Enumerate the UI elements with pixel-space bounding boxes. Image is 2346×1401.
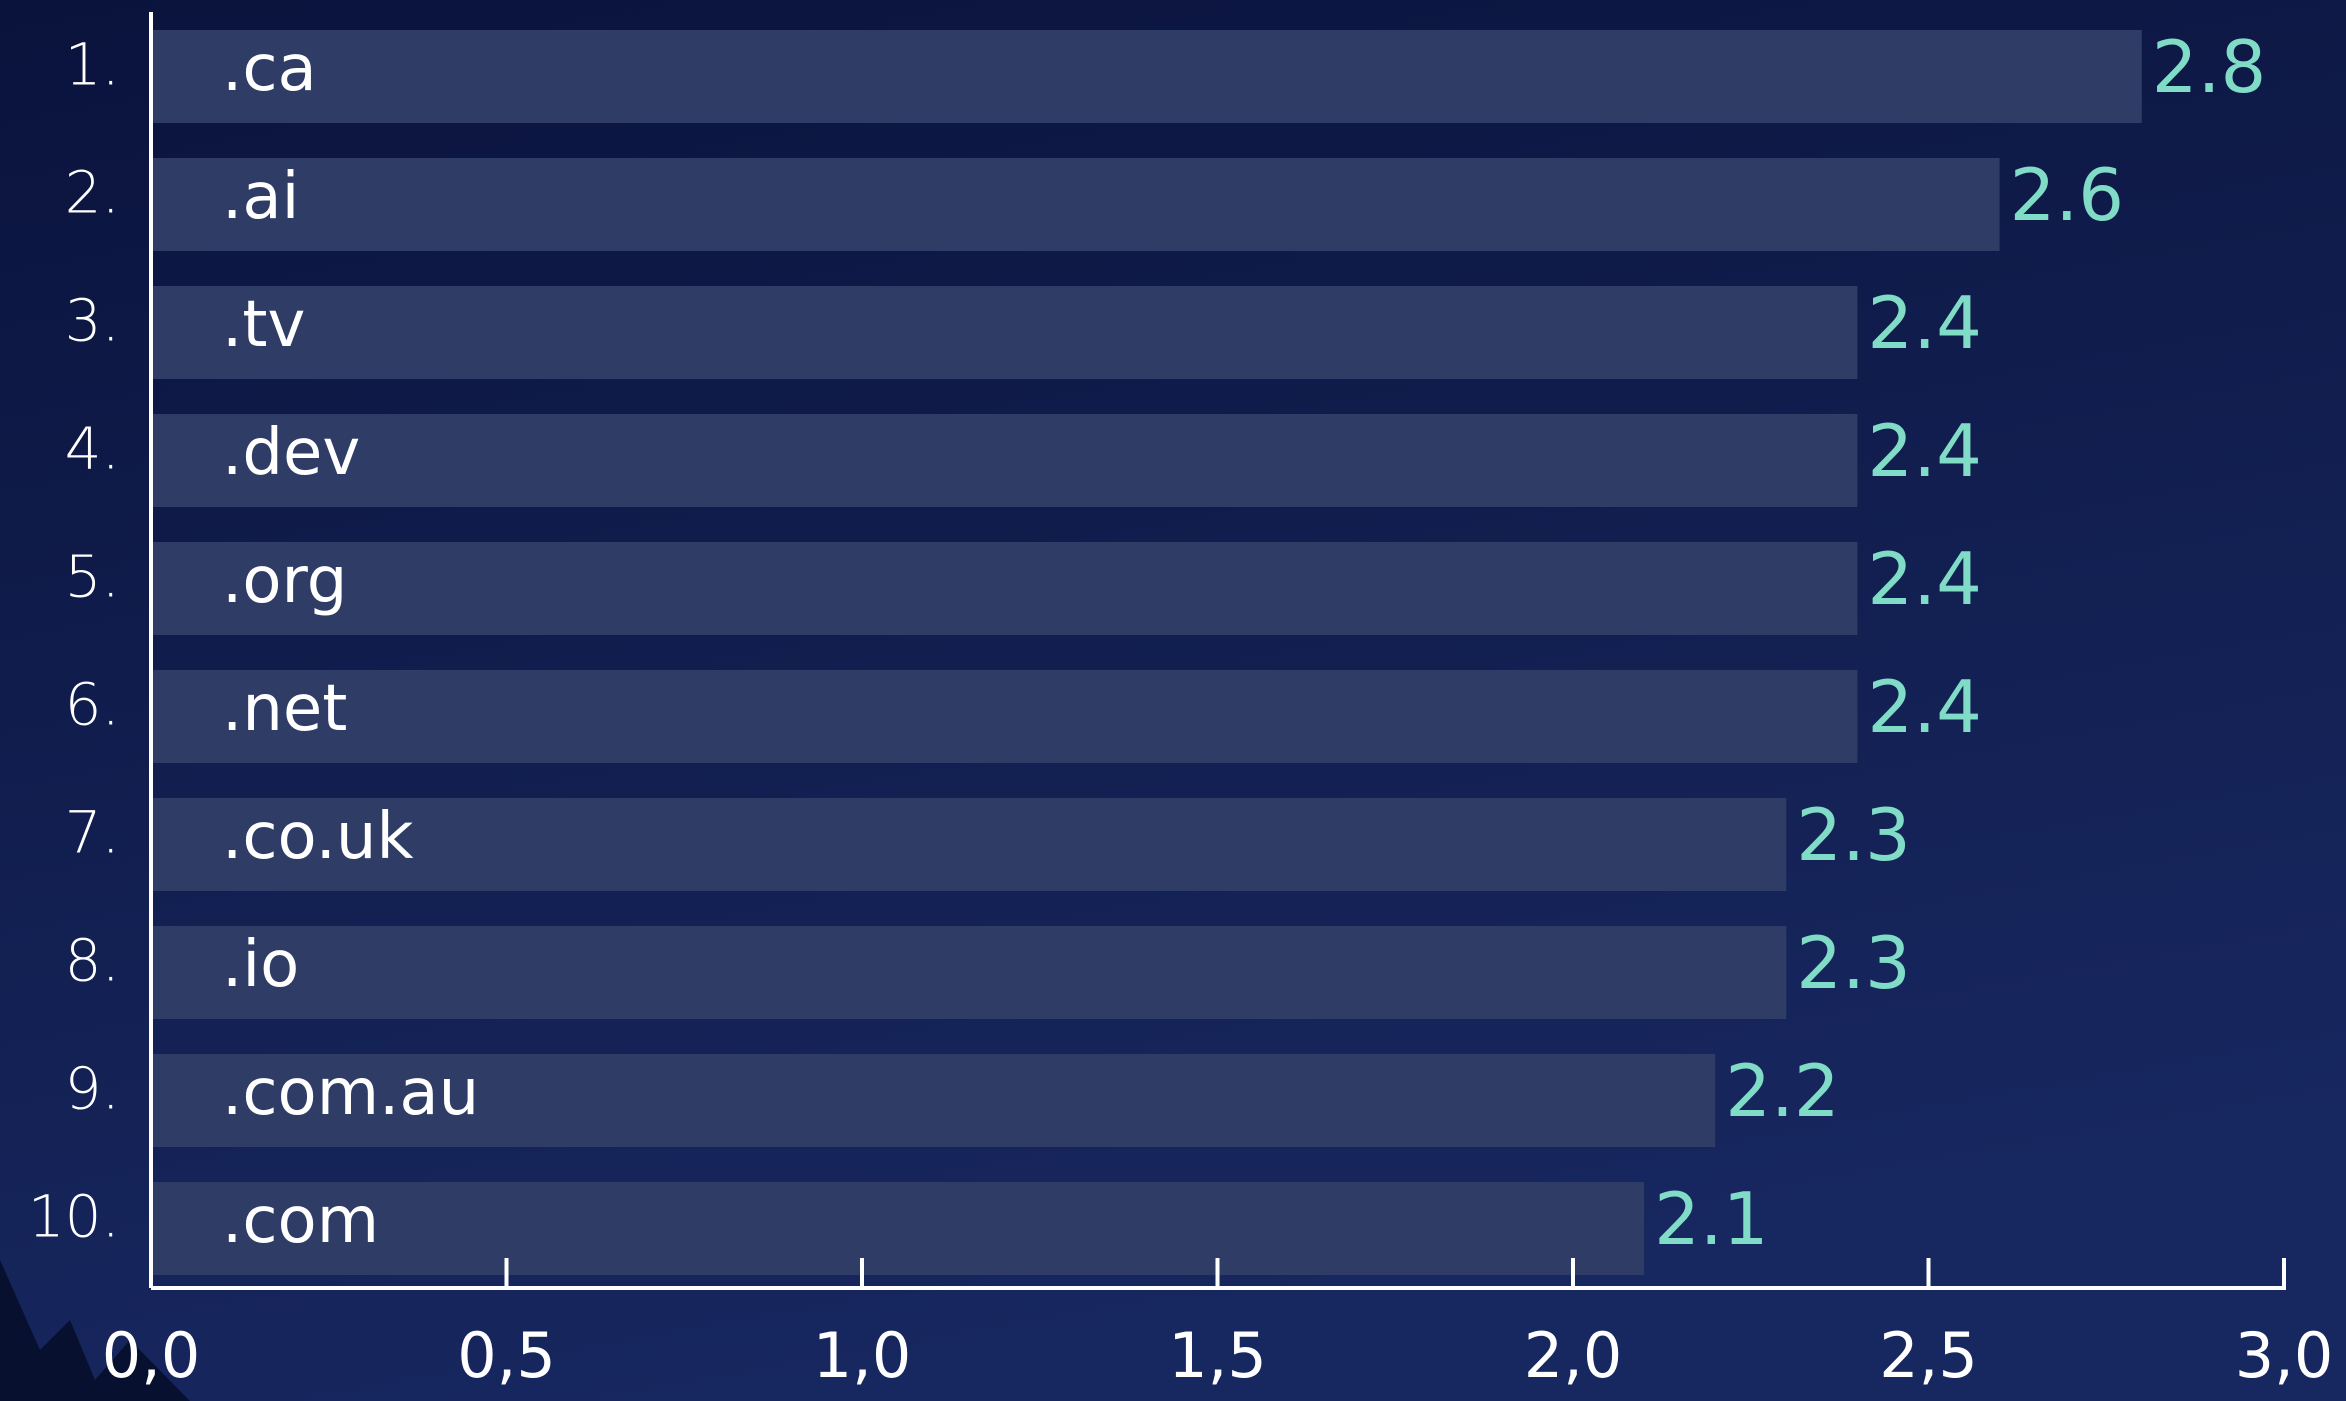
category-label: .net	[222, 672, 347, 746]
category-label: .tv	[222, 288, 305, 362]
category-label: .com.au	[222, 1056, 479, 1130]
rank-label: 1.	[65, 31, 120, 99]
category-label: .io	[222, 928, 299, 1002]
value-label: 2.4	[1867, 409, 1982, 493]
x-tick-label: 1,5	[1168, 1319, 1267, 1392]
category-label: .com	[222, 1184, 379, 1258]
rank-label: 3.	[65, 287, 120, 355]
rank-label: 9.	[65, 1055, 120, 1123]
category-label: .org	[222, 544, 347, 618]
chart: 1. .ca 2.8 2. .ai 2.6 3. .tv 2.4 4. .dev 2.4 5. .org 2…	[0, 0, 2346, 1401]
value-label: 2.4	[1867, 537, 1982, 621]
value-label: 2.8	[2152, 25, 2267, 109]
rank-label: 10.	[28, 1183, 120, 1251]
value-label: 2.3	[1796, 793, 1911, 877]
value-label: 2.4	[1867, 281, 1982, 365]
bar	[151, 158, 2000, 251]
value-label: 2.1	[1654, 1177, 1769, 1261]
bar	[151, 286, 1857, 379]
x-tick-label: 2,0	[1524, 1319, 1623, 1392]
rank-label: 7.	[65, 799, 120, 867]
rank-label: 6.	[65, 671, 120, 739]
bar	[151, 542, 1857, 635]
bar	[151, 30, 2142, 123]
bar	[151, 926, 1786, 1019]
x-tick-label: 0,0	[102, 1319, 201, 1392]
x-tick-label: 0,5	[457, 1319, 556, 1392]
x-tick-label: 1,0	[813, 1319, 912, 1392]
value-label: 2.3	[1796, 921, 1911, 1005]
category-label: .ca	[222, 32, 317, 106]
x-tick-label: 2,5	[1879, 1319, 1978, 1392]
category-label: .ai	[222, 160, 299, 234]
rank-label: 5.	[65, 543, 120, 611]
category-label: .dev	[222, 416, 360, 490]
value-label: 2.2	[1725, 1049, 1840, 1133]
bar	[151, 414, 1857, 507]
rank-label: 8.	[65, 927, 120, 995]
rank-label: 4.	[65, 415, 120, 483]
rank-label: 2.	[65, 159, 120, 227]
value-label: 2.4	[1867, 665, 1982, 749]
bar	[151, 670, 1857, 763]
x-tick-label: 3,0	[2235, 1319, 2334, 1392]
category-label: .co.uk	[222, 800, 414, 874]
value-label: 2.6	[2010, 153, 2125, 237]
